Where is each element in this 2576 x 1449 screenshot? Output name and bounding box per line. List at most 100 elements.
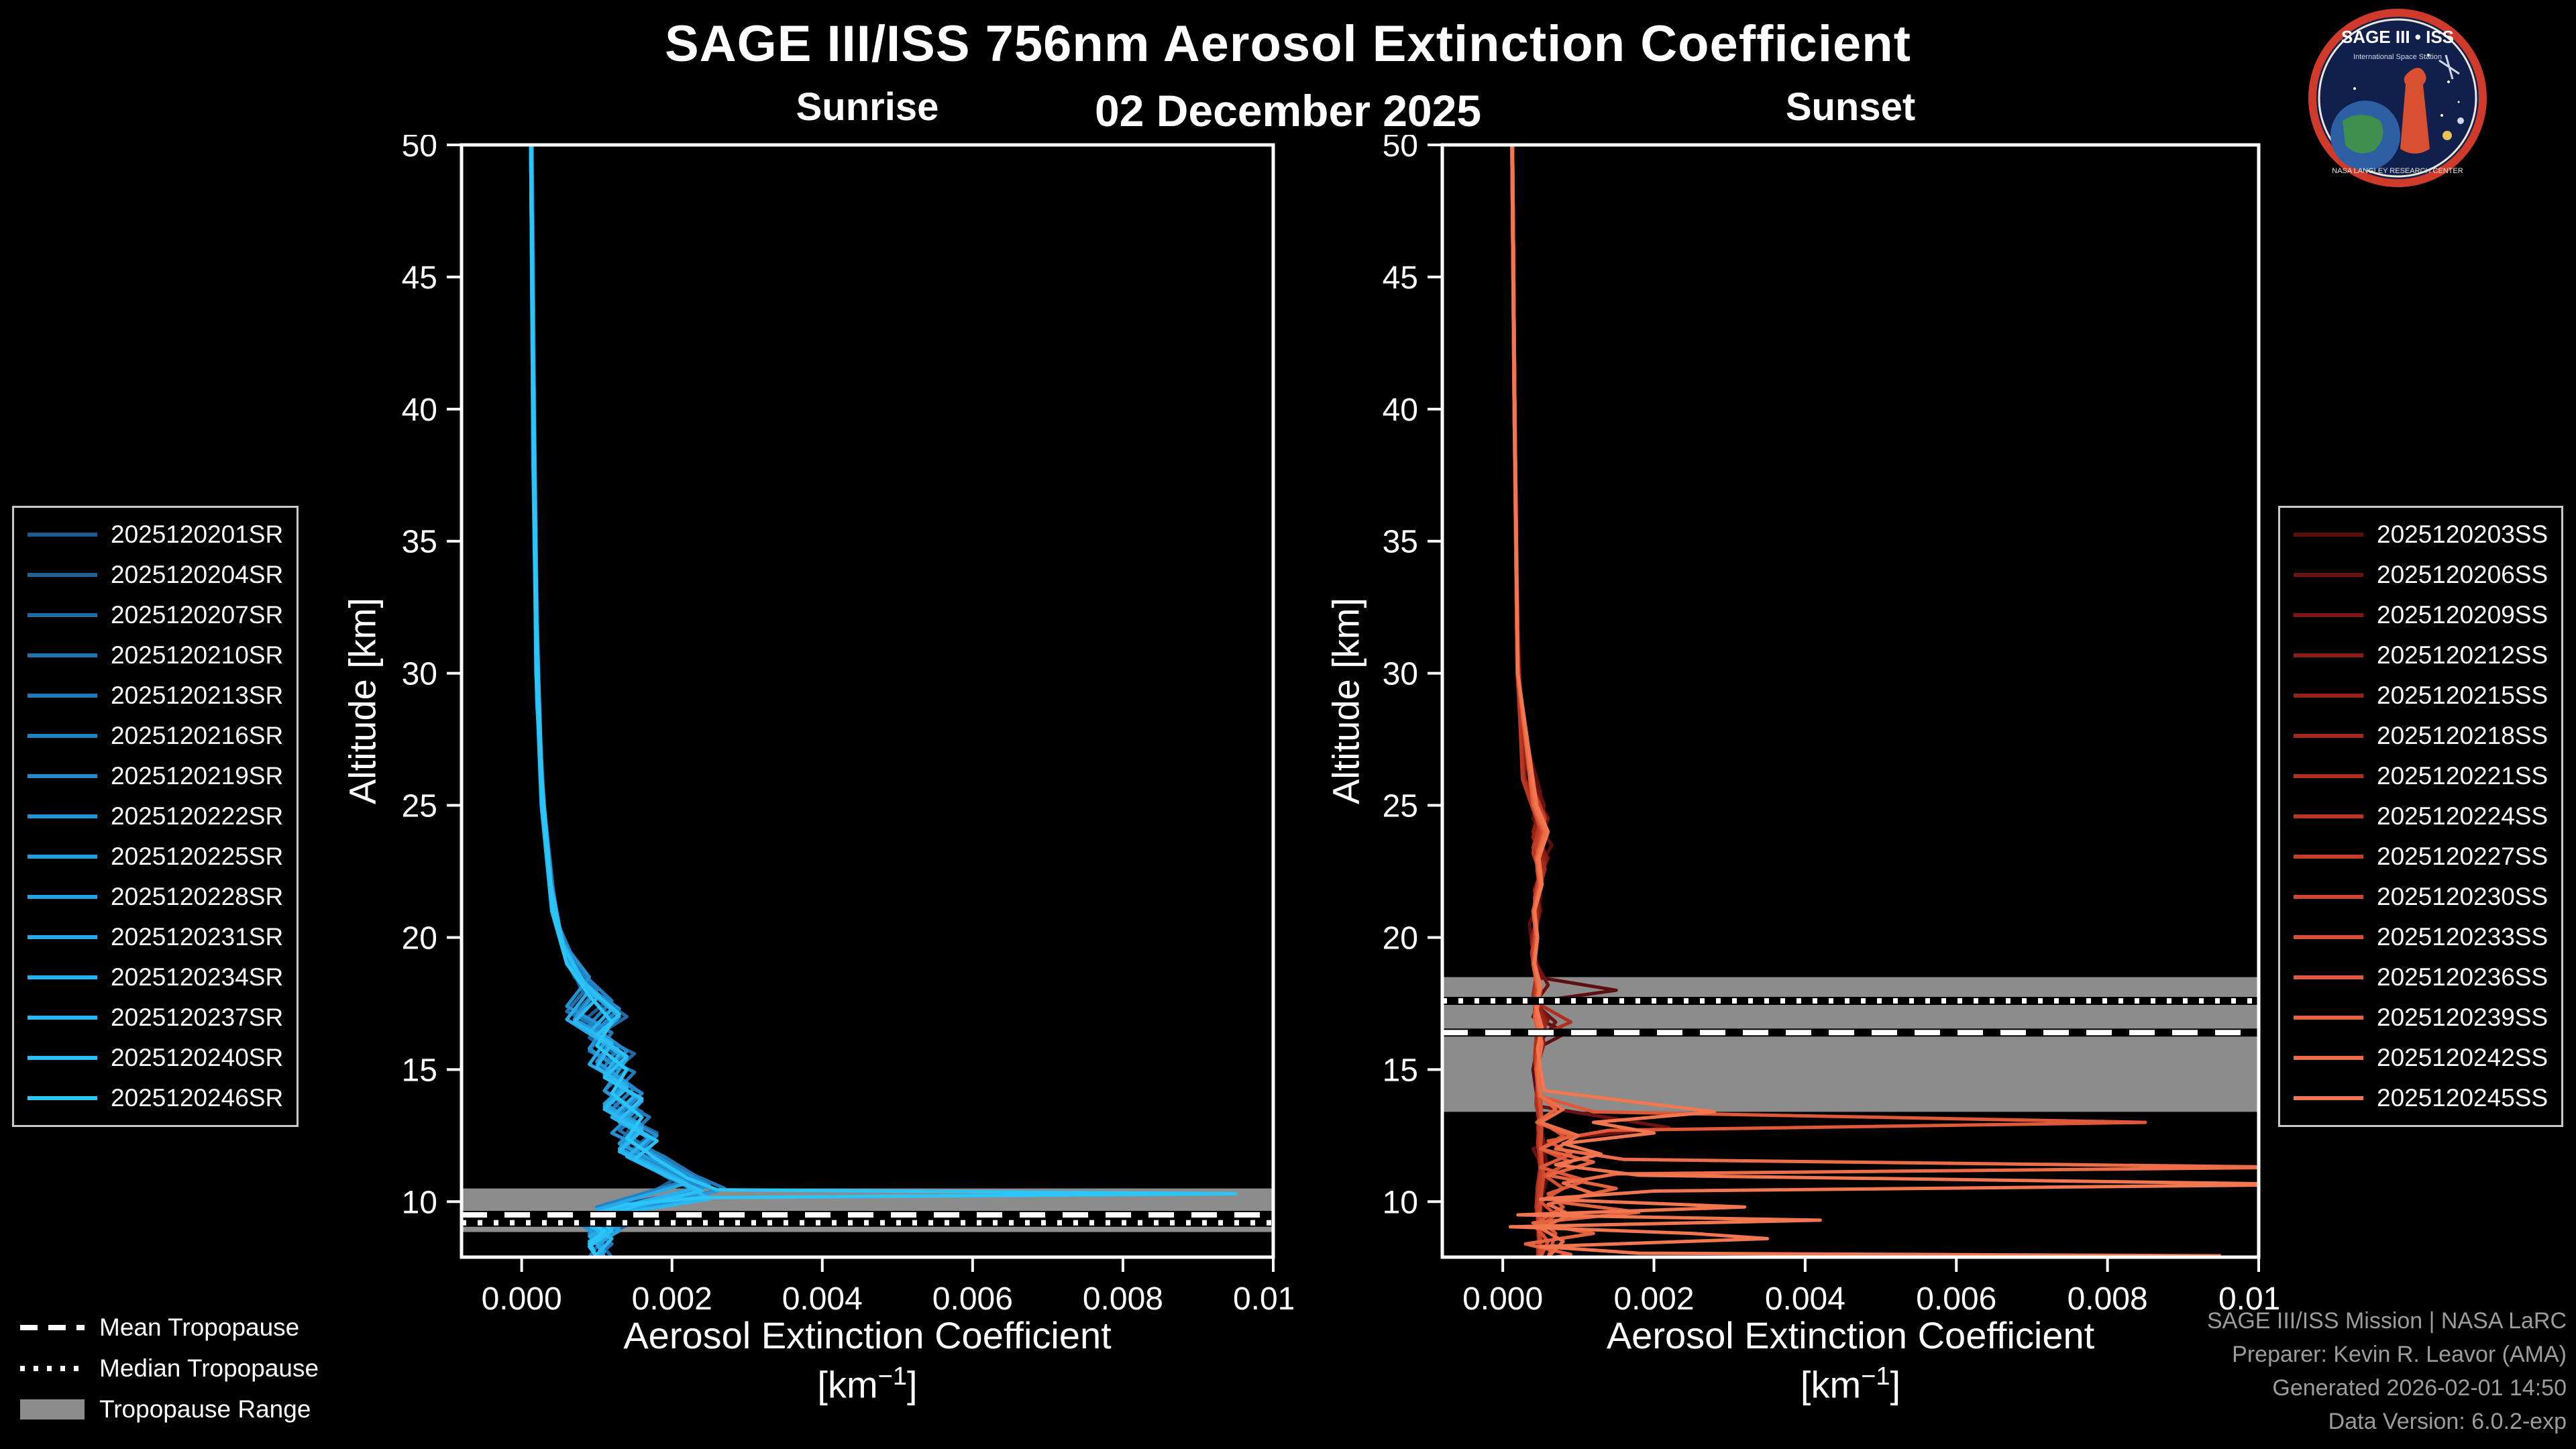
legend-line-swatch (2294, 814, 2363, 818)
series-line-2025120216SR (529, 145, 689, 1257)
legend-label: 2025120210SR (111, 641, 284, 669)
y-tick-label: 25 (402, 789, 437, 824)
legend-item: 2025120221SS (2284, 756, 2557, 796)
dashed-line-sample (20, 1324, 85, 1330)
legend-line-swatch (28, 1016, 97, 1020)
sage-iii-iss-logo: SAGE III • ISS International Space Stati… (2308, 9, 2487, 187)
data-version: Data Version: 6.0.2-exp (2328, 1409, 2567, 1434)
legend-item: 2025120227SS (2284, 837, 2557, 877)
legend-line-swatch (2294, 935, 2363, 939)
legend-label: 2025120225SR (111, 843, 284, 870)
legend-label: 2025120201SR (111, 521, 284, 548)
x-tick-label: 0.004 (782, 1281, 863, 1317)
logo-title-text: SAGE III • ISS (2341, 27, 2454, 47)
legend-label: 2025120216SR (111, 722, 284, 749)
y-tick-label: 15 (402, 1053, 437, 1088)
legend-label: 2025120231SR (111, 923, 284, 951)
logo-inner-ring (2318, 18, 2477, 178)
logo-planets (2443, 117, 2464, 140)
legend-label: 2025120206SS (2377, 561, 2548, 588)
logo-earth-land (2343, 115, 2383, 154)
logo-subtitle-text: International Space Station (2353, 53, 2442, 61)
x-tick-label: 0.000 (1462, 1281, 1543, 1317)
legend-item: 2025120222SR (18, 796, 292, 837)
legend-line-swatch (28, 533, 97, 537)
legend-label: 2025120236SS (2377, 963, 2548, 991)
legend-label: 2025120221SS (2377, 762, 2548, 790)
legend-item: 2025120212SS (2284, 635, 2557, 676)
legend-item: 2025120204SR (18, 555, 292, 595)
legend-item: 2025120245SS (2284, 1078, 2557, 1118)
legend-item: 2025120233SS (2284, 917, 2557, 957)
legend-line-swatch (2294, 694, 2363, 698)
legend-label: 2025120233SS (2377, 923, 2548, 951)
legend-label: 2025120215SS (2377, 682, 2548, 709)
legend-label: 2025120237SR (111, 1004, 284, 1031)
legend-line-swatch (2294, 1096, 2363, 1100)
legend-line-swatch (28, 895, 97, 899)
mean-tropopause-legend-item: Mean Tropopause (20, 1307, 319, 1348)
legend-line-swatch (28, 573, 97, 577)
legend-line-swatch (28, 814, 97, 818)
legend-label: 2025120242SS (2377, 1044, 2548, 1071)
sunset-x-axis-label: Aerosol Extinction Coefficient [km−1] (1442, 1313, 2259, 1407)
sunrise-x-axis-label: Aerosol Extinction Coefficient [km−1] (462, 1313, 1273, 1407)
legend-label: 2025120219SR (111, 762, 284, 790)
legend-item: 2025120219SR (18, 756, 292, 796)
legend-label: 2025120207SR (111, 601, 284, 629)
legend-item: 2025120236SS (2284, 957, 2557, 998)
legend-line-swatch (28, 734, 97, 738)
legend-line-swatch (2294, 533, 2363, 537)
x-tick-label: 0.008 (1083, 1281, 1163, 1317)
y-tick-label: 50 (402, 135, 437, 164)
legend-item: 2025120213SR (18, 676, 292, 716)
y-tick-label: 40 (402, 392, 437, 428)
legend-line-swatch (28, 935, 97, 939)
legend-line-swatch (2294, 573, 2363, 577)
sunset-panel-title: Sunset (1785, 85, 1916, 129)
date-subtitle: 02 December 2025 (1094, 86, 1482, 136)
series-line-2025120245SS (1508, 145, 2259, 1257)
legend-label: 2025120212SS (2377, 641, 2548, 669)
legend-line-swatch (2294, 734, 2363, 738)
legend-label: 2025120218SS (2377, 722, 2548, 749)
legend-label: 2025120224SS (2377, 802, 2548, 830)
tropopause-range-label: Tropopause Range (99, 1395, 311, 1423)
legend-label: 2025120203SS (2377, 521, 2548, 548)
median-tropopause-label: Median Tropopause (99, 1354, 319, 1382)
legend-line-swatch (28, 653, 97, 657)
legend-item: 2025120230SS (2284, 877, 2557, 917)
series-line-2025120246SR (529, 145, 1238, 1257)
legend-line-swatch (2294, 855, 2363, 859)
generated-timestamp: Generated 2026-02-01 14:50 (2272, 1375, 2567, 1401)
legend-line-swatch (2294, 613, 2363, 617)
legend-line-swatch (28, 855, 97, 859)
legend-item: 2025120209SS (2284, 595, 2557, 635)
x-tick-label: 0.010 (2218, 1281, 2279, 1317)
tropopause-range-legend-item: Tropopause Range (20, 1389, 319, 1430)
axes-box (460, 143, 1275, 1259)
legend-label: 2025120234SR (111, 963, 284, 991)
legend-item: 2025120231SR (18, 917, 292, 957)
legend-line-swatch (28, 1096, 97, 1100)
x-tick-label: 0.000 (482, 1281, 562, 1317)
x-axis-unit: [km−1] (817, 1362, 918, 1406)
legend-label: 2025120240SR (111, 1044, 284, 1071)
y-tick-label: 10 (1383, 1185, 1418, 1220)
legend-line-swatch (28, 694, 97, 698)
series-line-2025120201SR (529, 145, 674, 1257)
legend-line-swatch (2294, 895, 2363, 899)
legend-item: 2025120246SR (18, 1078, 292, 1118)
y-tick-label: 30 (402, 657, 437, 692)
x-tick-label: 0.008 (2068, 1281, 2148, 1317)
sunset-chart-svg: 0.000 0.002 0.004 0.006 0.008 0.010 10 15 20 25 30… (1383, 135, 2279, 1317)
legend-line-swatch (28, 613, 97, 617)
sunrise-chart-svg: 0.000 0.002 0.004 0.006 0.008 0.010 10 15 20 25 30… (402, 135, 1293, 1317)
legend-line-swatch (2294, 774, 2363, 778)
y-tick-label: 50 (1383, 135, 1418, 164)
legend-label: 2025120209SS (2377, 601, 2548, 629)
x-axis-unit: [km−1] (1800, 1362, 1901, 1406)
dotted-line-sample (20, 1365, 85, 1371)
legend-line-swatch (2294, 653, 2363, 657)
gray-band-sample (20, 1399, 85, 1419)
